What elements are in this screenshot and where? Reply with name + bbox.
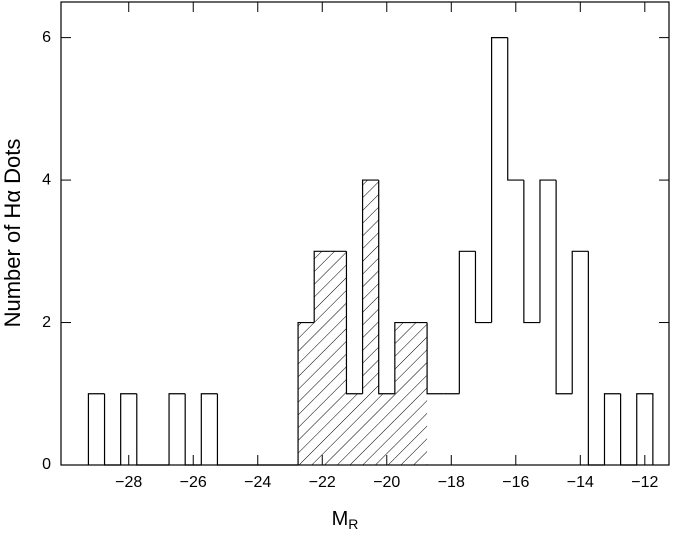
histogram-step — [523, 180, 540, 324]
histogram-step — [200, 393, 218, 465]
histogram-step — [168, 393, 186, 465]
y-tick-label: 0 — [42, 456, 51, 473]
x-label-sub: R — [348, 516, 358, 532]
y-tick-label: 6 — [42, 29, 51, 46]
histogram-step — [636, 393, 654, 465]
histogram-step — [458, 250, 476, 394]
x-tick-label: −14 — [567, 474, 594, 491]
hatched-bar — [394, 322, 411, 465]
x-tick-label: −24 — [244, 474, 271, 491]
hatched-bar — [378, 393, 395, 465]
hatched-bar — [362, 180, 379, 466]
x-tick-label: −26 — [180, 474, 207, 491]
histogram-step — [103, 393, 121, 466]
hatched-bar — [298, 322, 315, 465]
y-axis-label: Number of Hα Dots — [0, 139, 25, 328]
histogram-step — [394, 321, 411, 394]
histogram-step — [603, 393, 621, 465]
histogram-step — [184, 393, 202, 466]
histogram-step — [378, 180, 395, 395]
hatched-bar — [346, 393, 363, 465]
histogram-step — [297, 321, 315, 465]
histogram-step — [571, 250, 589, 394]
x-tick-label: −20 — [373, 474, 400, 491]
histogram-step — [361, 179, 379, 394]
histogram-step — [136, 393, 153, 466]
histogram-step — [539, 179, 557, 323]
x-tick-label: −28 — [115, 474, 142, 491]
x-tick-label: −18 — [438, 474, 465, 491]
x-tick-label: −12 — [631, 474, 658, 491]
histogram-step — [620, 393, 637, 466]
x-tick-label: −22 — [309, 474, 336, 491]
histogram-step — [507, 37, 524, 181]
histogram-step — [555, 180, 573, 395]
histogram-step — [426, 322, 444, 395]
histogram-step — [490, 37, 508, 323]
histogram-step — [345, 251, 363, 395]
histogram-step — [587, 251, 605, 466]
histogram-step — [474, 251, 492, 324]
x-tick-label: −16 — [502, 474, 529, 491]
y-tick-label: 2 — [42, 314, 51, 331]
y-tick-label: 4 — [42, 171, 51, 188]
histogram-step — [216, 393, 234, 466]
hatched-bar — [410, 322, 428, 465]
histogram-step — [120, 393, 137, 465]
hatched-bar — [330, 251, 347, 465]
x-axis-label: MR — [332, 508, 359, 531]
histogram-step — [313, 250, 331, 323]
hatched-bar — [314, 251, 331, 465]
histogram-step — [87, 393, 105, 465]
x-label-main: M — [332, 508, 349, 530]
